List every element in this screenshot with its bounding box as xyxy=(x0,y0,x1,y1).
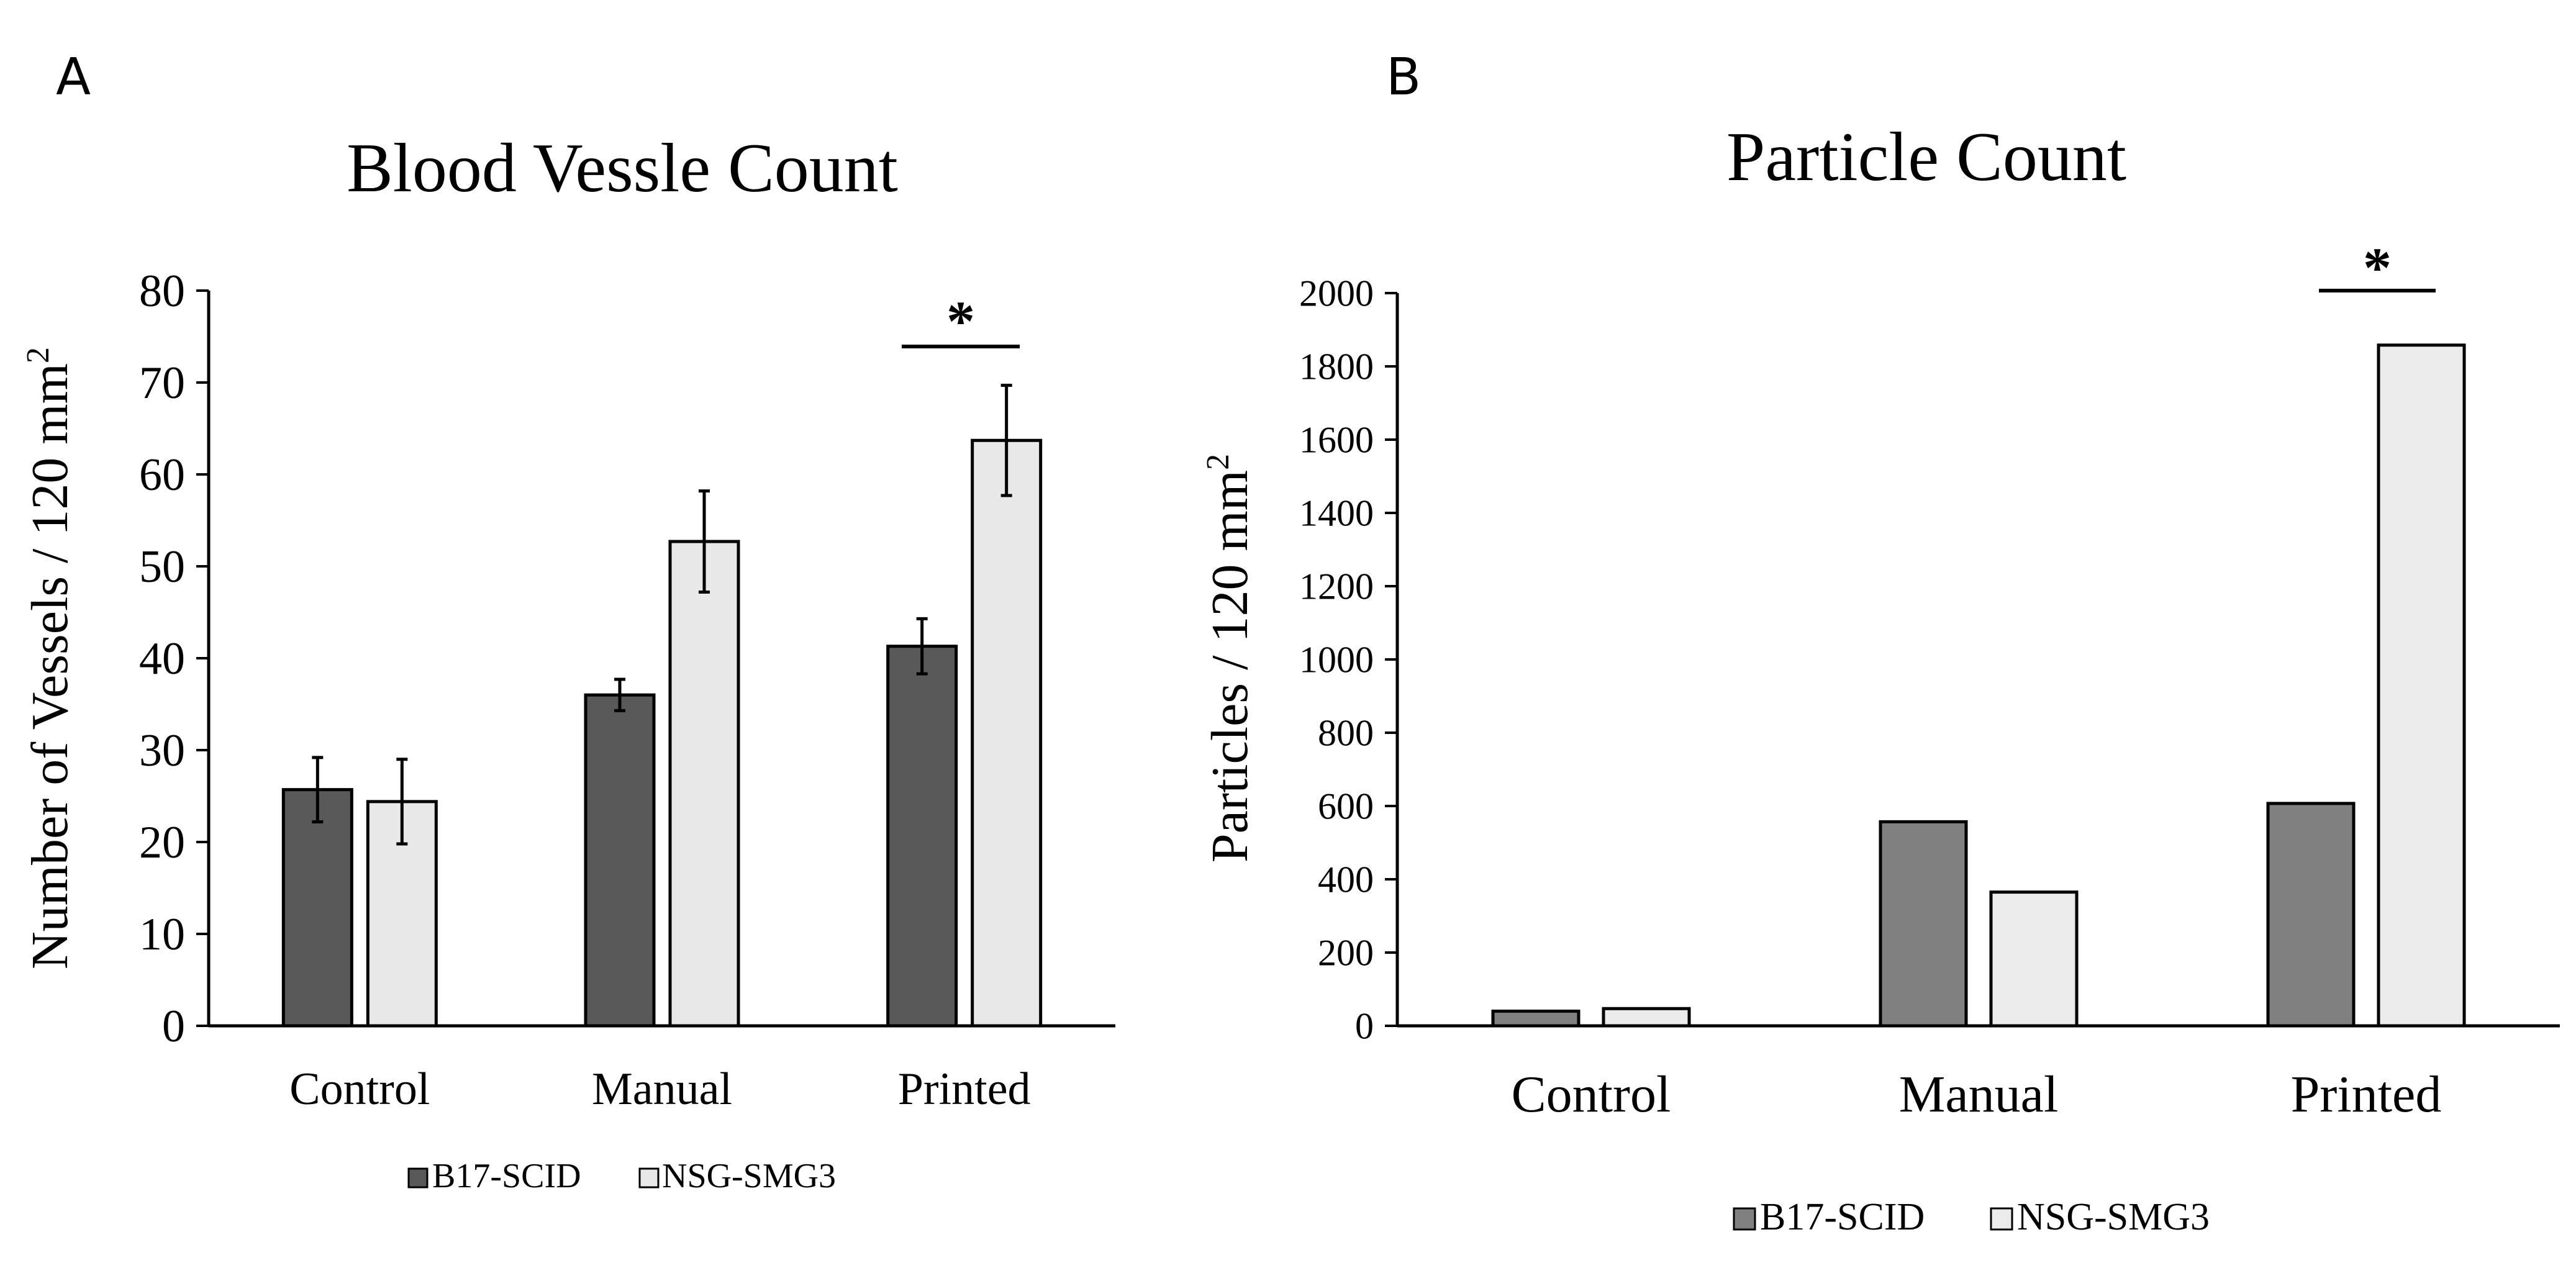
chart-a-x-tick-label-manual: Manual xyxy=(592,1064,732,1115)
chart-b-y-tick-label: 1000 xyxy=(1299,639,1374,680)
chart-b-significance: * xyxy=(2319,236,2436,299)
chart-b-bar-manual-nsg-smg3 xyxy=(1989,890,2079,1028)
chart-a-x-tick-label-printed: Printed xyxy=(898,1064,1031,1115)
chart-a-error-bar-control-b17-scid xyxy=(312,756,324,823)
chart-a-y-ticks: 0 10 20 30 40 50 60 70 80 xyxy=(139,266,209,1052)
chart-a-y-tick-label: 10 xyxy=(139,909,185,960)
chart-a-error-bar-printed-b17-scid xyxy=(916,617,928,676)
chart-a-x-tick-label-control: Control xyxy=(289,1064,430,1115)
chart-a-y-tick-label: 80 xyxy=(139,266,185,317)
chart-a-error-bar-control-nsg-smg3 xyxy=(396,758,408,846)
chart-a-bar-manual-b17-scid xyxy=(584,693,656,1028)
chart-a-legend: B17-SCID NSG-SMG3 xyxy=(407,1157,836,1195)
chart-b-y-tick-label: 400 xyxy=(1318,859,1374,900)
chart-b-bars xyxy=(1491,343,2466,1028)
chart-a-bar-printed-b17-scid xyxy=(886,645,958,1028)
chart-a-x-tick-labels: Control Manual Printed xyxy=(289,1064,1030,1115)
chart-a-y-tick-label: 0 xyxy=(162,1001,185,1052)
chart-a-y-tick-label: 70 xyxy=(139,358,185,409)
chart-b-y-tick-label: 1800 xyxy=(1299,346,1374,387)
chart-a-significance-label: * xyxy=(946,289,975,353)
chart-b-bar-control-nsg-smg3 xyxy=(1602,1007,1691,1028)
chart-b-title: Particle Count xyxy=(1726,119,2126,196)
chart-a-error-bars xyxy=(312,383,1012,846)
chart-b-y-tick-label: 200 xyxy=(1318,932,1374,973)
legend-swatch-b17-scid xyxy=(1733,1207,1756,1231)
chart-a-error-bar-manual-nsg-smg3 xyxy=(699,489,710,594)
chart-a-error-bar-printed-nsg-smg3 xyxy=(1000,383,1012,497)
chart-b-x-tick-label-manual: Manual xyxy=(1899,1066,2059,1123)
chart-b-y-tick-label: 2000 xyxy=(1299,273,1374,314)
legend-swatch-nsg-smg3 xyxy=(638,1167,660,1189)
chart-b-bar-printed-b17-scid xyxy=(2266,802,2356,1028)
chart-b-x-tick-labels: Control Manual Printed xyxy=(1512,1066,2442,1123)
chart-a-y-tick-label: 20 xyxy=(139,817,185,868)
chart-b-legend: B17-SCID NSG-SMG3 xyxy=(1733,1196,2210,1238)
chart-a-y-tick-label: 40 xyxy=(139,633,185,684)
chart-b-bar-control-b17-scid xyxy=(1491,1009,1581,1028)
chart-b-bar-manual-b17-scid xyxy=(1879,820,1968,1028)
chart-a-y-tick-label: 50 xyxy=(139,541,185,592)
chart-a-y-tick-label: 30 xyxy=(139,725,185,776)
chart-b-y-axis-label: Particles / 120 mm2 xyxy=(1200,454,1259,863)
panel-b-particle-chart: B Particle Count Particles / 120 mm2 0 20… xyxy=(1200,48,2560,1238)
chart-b-y-tick-label: 1600 xyxy=(1299,419,1374,460)
panel-a-blood-vessel-chart: A Blood Vessle Count Number of Vessels /… xyxy=(20,48,1115,1195)
panel-label-b: B xyxy=(1386,48,1421,107)
chart-a-bar-control-b17-scid xyxy=(281,788,353,1028)
panel-label-a: A xyxy=(56,48,91,107)
chart-a-title: Blood Vessle Count xyxy=(347,130,898,207)
legend-label-nsg-smg3: NSG-SMG3 xyxy=(2017,1196,2210,1238)
chart-b-y-ticks: 0 200 400 600 800 1000 1200 1400 1600 1800 2000 xyxy=(1299,273,1397,1046)
chart-a-bars xyxy=(281,438,1043,1028)
chart-b-x-tick-label-printed: Printed xyxy=(2291,1066,2442,1123)
legend-swatch-b17-scid xyxy=(407,1167,429,1189)
legend-label-b17-scid: B17-SCID xyxy=(1760,1196,1925,1238)
chart-b-bar-printed-nsg-smg3 xyxy=(2377,343,2466,1028)
chart-b-y-tick-label: 600 xyxy=(1318,786,1374,826)
chart-b-y-tick-label: 1200 xyxy=(1299,566,1374,607)
legend-swatch-nsg-smg3 xyxy=(1990,1207,2013,1231)
chart-b-x-tick-label-control: Control xyxy=(1512,1066,1671,1123)
chart-a-y-axis-label: Number of Vessels / 120 mm2 xyxy=(20,347,79,969)
chart-a-error-bar-manual-b17-scid xyxy=(614,677,625,712)
chart-a-bar-manual-nsg-smg3 xyxy=(668,540,740,1028)
legend-label-nsg-smg3: NSG-SMG3 xyxy=(662,1157,836,1195)
chart-a-significance: * xyxy=(902,289,1020,353)
chart-b-y-tick-label: 1400 xyxy=(1299,492,1374,533)
chart-b-significance-label: * xyxy=(2363,236,2392,299)
chart-a-bar-printed-nsg-smg3 xyxy=(971,438,1043,1028)
chart-b-y-tick-label: 800 xyxy=(1318,712,1374,753)
chart-a-y-tick-label: 60 xyxy=(139,450,185,500)
chart-b-y-tick-label: 0 xyxy=(1355,1005,1374,1046)
legend-label-b17-scid: B17-SCID xyxy=(432,1157,581,1195)
